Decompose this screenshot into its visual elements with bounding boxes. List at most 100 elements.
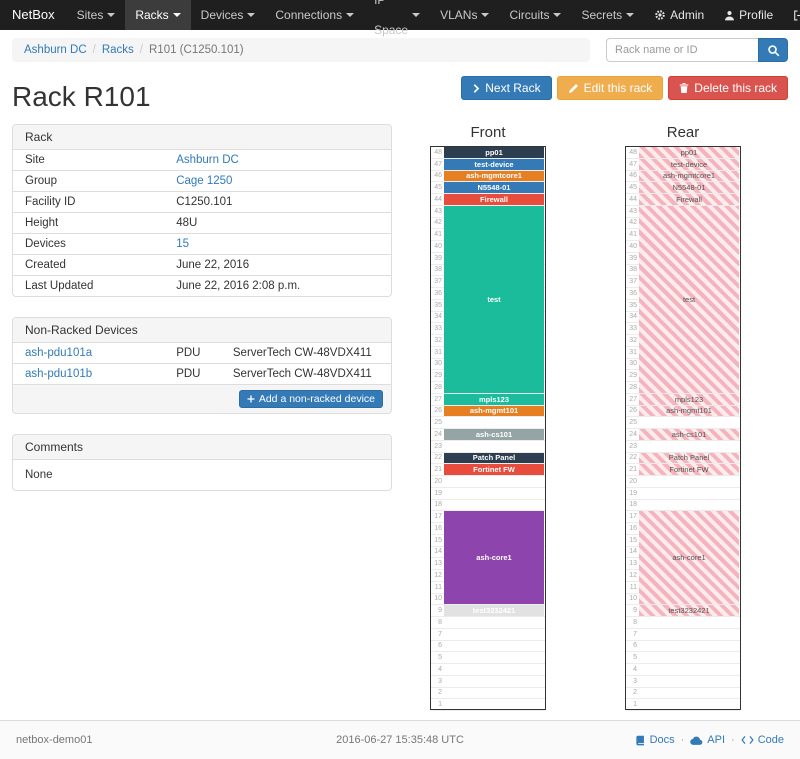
rack-device-block[interactable]: N5548-01 — [444, 182, 544, 193]
rack-unit-number: 36 — [629, 289, 637, 297]
rack-device-block[interactable]: ash-cs101 — [444, 429, 544, 440]
rack-device-block[interactable]: test — [444, 205, 544, 393]
device-link[interactable]: ash-pdu101b — [25, 368, 93, 380]
rack-unit-number: 3 — [633, 677, 637, 685]
rack-device-block[interactable]: Patch Panel — [444, 452, 544, 464]
rack-unit-number: 1 — [438, 701, 442, 709]
rack-device-block[interactable]: test — [639, 205, 739, 393]
rack-unit-row: 45 — [431, 182, 545, 194]
rack-device-block[interactable]: ash-cs101 — [639, 429, 739, 440]
navbar-admin-link[interactable]: Admin — [644, 0, 714, 30]
rack-device-block[interactable]: N5548-01 — [639, 182, 739, 193]
delete-rack-button[interactable]: Delete this rack — [668, 76, 788, 100]
rack-device-block[interactable]: ash-core1 — [444, 511, 544, 605]
rack-device-block[interactable]: ash-mgmt101 — [444, 405, 544, 417]
breadcrumb-item[interactable]: Racks — [101, 44, 134, 56]
nonracked-devices-table: ash-pdu101a PDU ServerTech CW-48VDX411 ash-… — [13, 343, 391, 384]
rack-unit-row: 20 — [431, 476, 545, 488]
rack-unit-row: 19 — [626, 488, 740, 500]
rack-device-block[interactable]: Patch Panel — [639, 452, 739, 464]
rack-unit-row: 21 — [431, 464, 545, 476]
footer-link-api[interactable]: API — [690, 734, 725, 746]
rack-device-block[interactable]: Firewall — [444, 194, 544, 205]
rack-device-block[interactable]: test-device — [639, 158, 739, 170]
rack-unit-row: 2 — [626, 688, 740, 700]
device-link[interactable]: ash-pdu101a — [25, 347, 93, 359]
attribute-value-link[interactable]: 15 — [176, 238, 189, 250]
footer-link-code[interactable]: Code — [741, 734, 784, 746]
rack-unit-row: 4 — [431, 664, 545, 676]
attribute-label: Devices — [13, 233, 165, 255]
footer-link-docs[interactable]: Docs — [635, 734, 675, 746]
nav-item-label: Devices — [200, 8, 244, 22]
rack-unit-number: 39 — [629, 254, 637, 262]
rack-device-block[interactable]: ash-core1 — [639, 511, 739, 605]
rack-unit-row: 18 — [626, 500, 740, 512]
nonracked-device-row: ash-pdu101a PDU ServerTech CW-48VDX411 — [13, 343, 391, 364]
rack-actions: Next Rack Edit this rack Delete this rac… — [461, 76, 788, 100]
rack-unit-number: 1 — [633, 701, 637, 709]
rack-device-block[interactable]: test3232421 — [444, 605, 544, 616]
search-input[interactable] — [606, 38, 758, 62]
rack-device-block[interactable]: pp01 — [444, 147, 544, 158]
attribute-label: Facility ID — [13, 191, 165, 213]
rack-unit-row: 6 — [431, 641, 545, 653]
rack-unit-row: 1 — [626, 699, 740, 711]
rack-device-block[interactable]: mpls123 — [444, 393, 544, 405]
rack-attribute-row: Facility ID C1250.101 — [13, 191, 391, 213]
rack-unit-number: 2 — [438, 689, 442, 697]
nav-item-ip-space[interactable]: IP Space — [364, 0, 430, 37]
edit-rack-button[interactable]: Edit this rack — [556, 76, 664, 100]
rack-unit-number: 34 — [434, 313, 442, 321]
breadcrumb-item[interactable]: Ashburn DC — [24, 44, 87, 56]
nav-item-vlans[interactable]: VLANs — [430, 0, 499, 30]
nav-item-connections[interactable]: Connections — [265, 0, 364, 30]
search-button[interactable] — [758, 38, 788, 62]
rack-device-block[interactable]: Fortinet FW — [444, 464, 544, 475]
rack-device-block[interactable]: Firewall — [639, 194, 739, 205]
rack-unit-number: 47 — [629, 160, 637, 168]
navbar-profile-link[interactable]: Profile — [714, 0, 783, 30]
plus-icon — [247, 395, 255, 403]
rack-unit-number: 29 — [629, 372, 637, 380]
rack-attribute-row: Last Updated June 22, 2016 2:08 p.m. — [13, 275, 391, 296]
device-name: ash-pdu101b — [13, 363, 165, 384]
rack-device-block[interactable]: ash-mgmtcore1 — [639, 170, 739, 182]
attribute-value-link[interactable]: Cage 1250 — [176, 175, 233, 187]
rack-unit-row: 8 — [431, 617, 545, 629]
rack-device-block[interactable]: pp01 — [639, 147, 739, 158]
rack-device-block[interactable]: Fortinet FW — [639, 464, 739, 475]
rack-unit-number: 9 — [633, 607, 637, 615]
app-brand[interactable]: NetBox — [12, 7, 55, 22]
attribute-label: Height — [13, 212, 165, 234]
rack-device-block[interactable]: test3232421 — [639, 605, 739, 616]
nav-item-devices[interactable]: Devices — [191, 0, 266, 30]
nav-item-racks[interactable]: Racks — [125, 0, 191, 30]
rack-device-block[interactable]: ash-mgmtcore1 — [444, 170, 544, 182]
next-rack-button[interactable]: Next Rack — [461, 76, 552, 100]
nav-item-label: Admin — [670, 8, 705, 22]
attribute-value-link[interactable]: Ashburn DC — [176, 154, 239, 166]
rack-unit-row: 23 — [431, 441, 545, 453]
rack-unit-row: 10 — [431, 594, 545, 606]
person-icon — [724, 10, 735, 21]
rack-device-block[interactable]: mpls123 — [639, 393, 739, 405]
device-role: PDU — [176, 347, 201, 359]
rack-unit-number: 42 — [434, 219, 442, 227]
rack-unit-number: 36 — [434, 289, 442, 297]
nav-item-sites[interactable]: Sites — [67, 0, 126, 30]
nav-item-circuits[interactable]: Circuits — [499, 0, 571, 30]
add-nonracked-device-button[interactable]: Add a non-racked device — [238, 390, 383, 408]
rack-elevations: Front 48 47 46 45 44 43 42 41 40 39 38 37 36 35 34 33 32… — [430, 124, 741, 711]
rack-device-block[interactable]: ash-mgmt101 — [639, 405, 739, 417]
rack-unit-number: 13 — [629, 560, 637, 568]
nav-item-secrets[interactable]: Secrets — [571, 0, 644, 30]
rack-device-block[interactable]: test-device — [444, 158, 544, 170]
footer-links: Docs · API · Code — [528, 734, 784, 746]
rack-unit-number: 39 — [434, 254, 442, 262]
rack-unit-row: 7 — [431, 629, 545, 641]
top-navbar: NetBox Sites Racks Devices Connections IP Sp… — [0, 0, 800, 37]
attribute-label: Created — [13, 254, 165, 276]
navbar-log-out-link[interactable]: Log out — [783, 0, 800, 30]
rack-unit-row: 24 — [626, 429, 740, 441]
